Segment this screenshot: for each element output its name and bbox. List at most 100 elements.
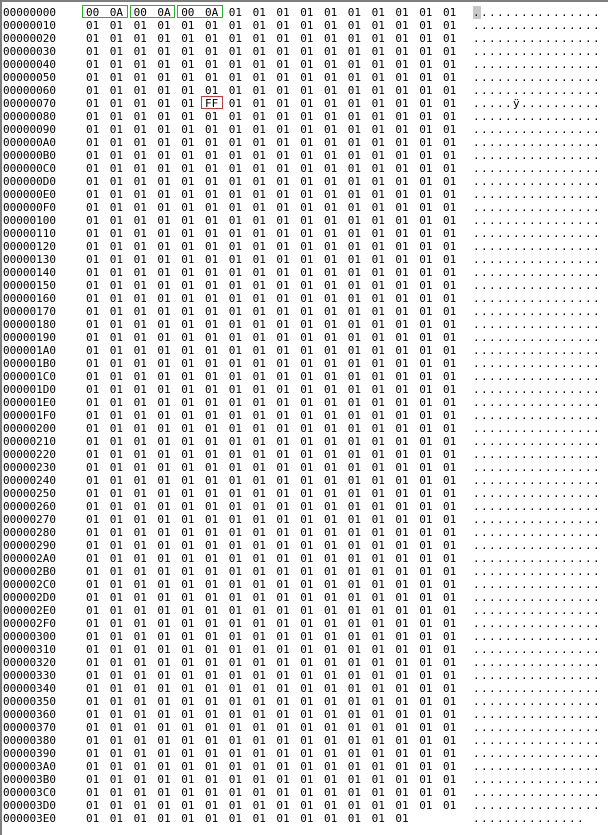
hex-byte[interactable]: 01: [205, 162, 219, 175]
hex-byte[interactable]: 01: [109, 97, 124, 110]
ascii-char[interactable]: .: [489, 58, 496, 71]
hex-byte[interactable]: 01: [86, 279, 100, 292]
ascii-char[interactable]: .: [505, 188, 512, 201]
ascii-char[interactable]: .: [489, 188, 496, 201]
ascii-char[interactable]: .: [593, 474, 600, 487]
ascii-char[interactable]: .: [585, 656, 592, 669]
ascii-char[interactable]: .: [537, 487, 544, 500]
ascii-char[interactable]: .: [545, 71, 552, 84]
hex-byte[interactable]: 01: [276, 552, 290, 565]
hex-byte[interactable]: 01: [228, 266, 243, 279]
hex-byte[interactable]: 01: [419, 331, 433, 344]
ascii-char[interactable]: .: [473, 500, 480, 513]
hex-byte[interactable]: 01: [109, 630, 124, 643]
hex-byte[interactable]: 01: [205, 292, 219, 305]
ascii-char[interactable]: .: [537, 175, 544, 188]
hex-byte[interactable]: 01: [324, 526, 338, 539]
hex-byte[interactable]: 01: [324, 32, 338, 45]
ascii-char[interactable]: .: [521, 500, 528, 513]
ascii-char[interactable]: .: [481, 578, 488, 591]
ascii-char[interactable]: .: [529, 422, 536, 435]
ascii-char[interactable]: .: [585, 305, 592, 318]
ascii-char[interactable]: .: [545, 565, 552, 578]
hex-byte[interactable]: 01: [228, 435, 243, 448]
ascii-char[interactable]: .: [521, 84, 528, 97]
hex-byte[interactable]: 01: [371, 383, 385, 396]
ascii-char[interactable]: .: [521, 97, 528, 110]
ascii-char[interactable]: .: [489, 786, 496, 799]
ascii-char[interactable]: .: [561, 461, 568, 474]
hex-byte[interactable]: 01: [157, 656, 171, 669]
hex-byte[interactable]: 01: [443, 500, 457, 513]
ascii-char[interactable]: .: [513, 630, 520, 643]
hex-byte[interactable]: 01: [347, 721, 362, 734]
hex-byte[interactable]: 01: [371, 435, 385, 448]
ascii-char[interactable]: .: [529, 123, 536, 136]
hex-byte[interactable]: 01: [205, 435, 219, 448]
ascii-char[interactable]: .: [561, 58, 568, 71]
ascii-char[interactable]: .: [537, 409, 544, 422]
hex-byte[interactable]: 01: [252, 357, 266, 370]
hex-byte[interactable]: 01: [86, 643, 100, 656]
hex-byte[interactable]: 01: [133, 188, 147, 201]
hex-byte[interactable]: 01: [419, 695, 433, 708]
ascii-char[interactable]: .: [553, 175, 560, 188]
hex-byte[interactable]: 01: [276, 682, 290, 695]
hex-byte[interactable]: 01: [228, 461, 243, 474]
hex-byte[interactable]: 01: [371, 175, 385, 188]
hex-byte[interactable]: 01: [133, 331, 147, 344]
ascii-char[interactable]: .: [489, 214, 496, 227]
ascii-char[interactable]: .: [537, 513, 544, 526]
ascii-char[interactable]: .: [497, 812, 504, 825]
hex-byte[interactable]: 01: [300, 435, 314, 448]
ascii-char[interactable]: .: [529, 461, 536, 474]
ascii-char[interactable]: .: [505, 656, 512, 669]
ascii-char[interactable]: .: [553, 370, 560, 383]
hex-byte[interactable]: 01: [347, 357, 362, 370]
ascii-char[interactable]: .: [505, 370, 512, 383]
ascii-char[interactable]: .: [585, 227, 592, 240]
hex-byte[interactable]: 01: [181, 695, 195, 708]
ascii-char[interactable]: .: [489, 539, 496, 552]
ascii-char[interactable]: .: [481, 552, 488, 565]
ascii-char[interactable]: .: [521, 32, 528, 45]
hex-byte[interactable]: 01: [371, 786, 385, 799]
ascii-char[interactable]: .: [561, 734, 568, 747]
hex-byte[interactable]: 01: [157, 643, 171, 656]
ascii-char[interactable]: .: [473, 175, 480, 188]
ascii-char[interactable]: .: [489, 565, 496, 578]
ascii-char[interactable]: .: [497, 201, 504, 214]
hex-byte[interactable]: 01: [157, 97, 171, 110]
hex-byte[interactable]: 01: [181, 175, 195, 188]
ascii-char[interactable]: .: [521, 695, 528, 708]
hex-byte[interactable]: 01: [228, 279, 243, 292]
ascii-char[interactable]: .: [561, 409, 568, 422]
hex-byte[interactable]: 01: [252, 708, 266, 721]
hex-byte[interactable]: 01: [347, 552, 362, 565]
ascii-char[interactable]: .: [513, 799, 520, 812]
ascii-char[interactable]: .: [545, 32, 552, 45]
ascii-char[interactable]: .: [529, 513, 536, 526]
ascii-char[interactable]: .: [481, 6, 488, 19]
hex-byte[interactable]: 01: [347, 32, 362, 45]
ascii-char[interactable]: .: [521, 71, 528, 84]
hex-byte[interactable]: 01: [252, 292, 266, 305]
hex-byte[interactable]: 01: [205, 396, 219, 409]
hex-byte[interactable]: 01: [443, 734, 457, 747]
hex-byte[interactable]: 01: [395, 175, 409, 188]
hex-byte[interactable]: 01: [443, 448, 457, 461]
hex-byte[interactable]: 01: [133, 643, 147, 656]
hex-byte[interactable]: 01: [205, 71, 219, 84]
hex-byte[interactable]: 01: [324, 812, 338, 825]
hex-byte[interactable]: 01: [371, 19, 385, 32]
hex-byte[interactable]: 01: [205, 344, 219, 357]
ascii-char[interactable]: .: [537, 591, 544, 604]
ascii-char[interactable]: .: [521, 812, 528, 825]
hex-byte[interactable]: 01: [347, 630, 362, 643]
hex-byte[interactable]: 01: [228, 6, 243, 19]
ascii-char[interactable]: .: [537, 695, 544, 708]
ascii-char[interactable]: .: [577, 617, 584, 630]
ascii-char[interactable]: .: [545, 318, 552, 331]
hex-byte[interactable]: 01: [419, 383, 433, 396]
ascii-char[interactable]: .: [529, 97, 536, 110]
